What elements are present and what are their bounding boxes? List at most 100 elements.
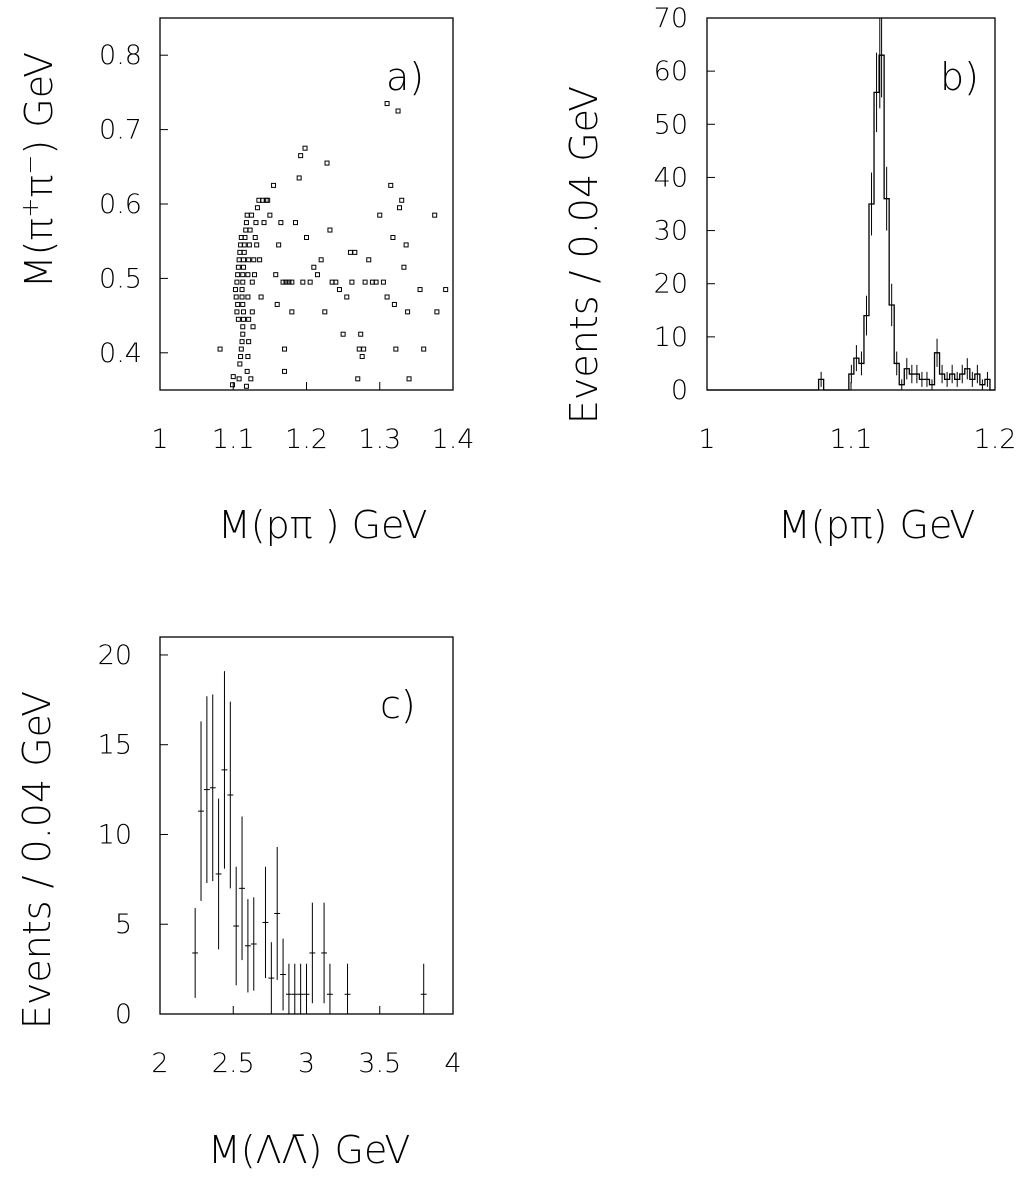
scatter-point	[246, 242, 252, 248]
scatter-point	[240, 301, 246, 307]
scatter-point	[249, 279, 255, 285]
scatter-point	[344, 294, 350, 300]
y-tick-label: 70	[654, 3, 688, 34]
scatter-point	[324, 160, 330, 166]
scatter-point	[237, 361, 243, 367]
scatter-point	[432, 212, 438, 218]
scatter-point	[250, 324, 256, 330]
scatter-point	[238, 346, 244, 352]
x-tick-label: 1.4	[432, 424, 475, 455]
scatter-point	[235, 316, 241, 322]
scatter-point	[246, 316, 252, 322]
scatter-point	[356, 346, 362, 352]
errorbar-points-c	[192, 671, 427, 1014]
y-tick-label: 10	[98, 819, 132, 850]
scatter-point	[314, 272, 320, 278]
y-tick-label: 30	[654, 216, 688, 247]
scatter-point	[251, 257, 257, 263]
panel-b-histogram: 1 1.1 1.2 0 10 20 30 40 50 60 70 b) M(pπ) GeV Eve…	[562, 3, 1016, 547]
scatter-point	[280, 279, 286, 285]
scatter-point	[282, 368, 288, 374]
y-tick-label: 0.5	[99, 263, 142, 294]
scatter-point	[403, 242, 409, 248]
scatter-point	[352, 249, 358, 255]
scatter-point	[254, 242, 260, 248]
scatter-point	[235, 264, 241, 270]
scatter-point	[406, 376, 412, 382]
scatter-point	[307, 279, 313, 285]
scatter-point	[417, 287, 423, 293]
scatter-point	[243, 220, 249, 226]
scatter-point	[373, 279, 379, 285]
y-tick-label: 60	[654, 56, 688, 87]
histogram-outline	[707, 54, 995, 391]
scatter-point	[238, 242, 244, 248]
x-tick-label: 2	[151, 1048, 168, 1079]
scatter-point	[362, 279, 368, 285]
scatter-point	[361, 346, 367, 352]
panel-label-b: b)	[940, 55, 979, 99]
panel-label-a: a)	[386, 55, 424, 99]
scatter-point	[391, 301, 397, 307]
x-tick-label: 1.2	[974, 424, 1017, 455]
x-tick-label: 3	[298, 1048, 315, 1079]
scatter-point	[240, 331, 246, 337]
scatter-point	[234, 279, 240, 285]
x-tick-label: 1	[698, 424, 715, 455]
scatter-point	[234, 309, 240, 315]
scatter-point	[240, 324, 246, 330]
scatter-point	[366, 257, 372, 263]
y-tick-label: 0	[115, 999, 132, 1030]
scatter-point	[217, 346, 223, 352]
scatter-point	[245, 272, 251, 278]
y-tick-label: 20	[654, 269, 688, 300]
panel-c-errorbars: 2 2.5 3 3.5 4 0 5 10 15 20 c) M(ΛΛ̄) GeV Events …	[15, 636, 462, 1172]
scatter-point	[245, 354, 251, 360]
scatter-point	[245, 294, 251, 300]
scatter-point	[405, 309, 411, 315]
x-tick-label: 1.2	[285, 424, 328, 455]
scatter-point	[236, 376, 242, 382]
scatter-point	[388, 182, 394, 188]
scatter-point	[239, 294, 245, 300]
scatter-point	[241, 316, 247, 322]
scatter-point	[349, 279, 355, 285]
y-tick-label: 40	[654, 162, 688, 193]
scatter-point	[289, 279, 295, 285]
y-tick-label: 20	[98, 640, 132, 671]
scatter-point	[393, 346, 399, 352]
scatter-point	[434, 309, 440, 315]
y-tick-label: 0.6	[99, 189, 142, 220]
x-tick-label: 1.1	[830, 424, 873, 455]
y-tick-label: 0.7	[99, 115, 142, 146]
scatter-point	[399, 197, 405, 203]
y-tick-label: 0.4	[99, 338, 142, 369]
scatter-point	[243, 227, 249, 233]
scatter-point	[322, 309, 328, 315]
scatter-point	[239, 287, 245, 293]
x-tick-group-b: 1 1.1 1.2	[698, 382, 1016, 455]
scatter-point	[293, 220, 299, 226]
scatter-point	[274, 301, 280, 307]
scatter-point	[249, 212, 255, 218]
scatter-point	[239, 339, 245, 345]
scatter-point	[232, 287, 238, 293]
scatter-point	[236, 257, 242, 263]
scatter-point	[286, 279, 292, 285]
scatter-point	[327, 227, 333, 233]
scatter-point	[252, 234, 258, 240]
scatter-point	[401, 264, 407, 270]
scatter-point	[257, 257, 263, 263]
x-tick-group-a: 1 1.1 1.2 1.3 1.4	[151, 382, 474, 455]
scatter-point	[395, 108, 401, 114]
scatter-point	[247, 227, 253, 233]
histogram-b	[707, 18, 995, 391]
y-axis-label-a: M(π+π−) GeV	[16, 52, 61, 288]
y-axis-label-c: Events / 0.04 GeV	[15, 691, 59, 1029]
scatter-point	[300, 279, 306, 285]
scatter-point	[235, 301, 241, 307]
scatter-point	[241, 264, 247, 270]
y-tick-label: 50	[654, 109, 688, 140]
scatter-point	[233, 294, 239, 300]
